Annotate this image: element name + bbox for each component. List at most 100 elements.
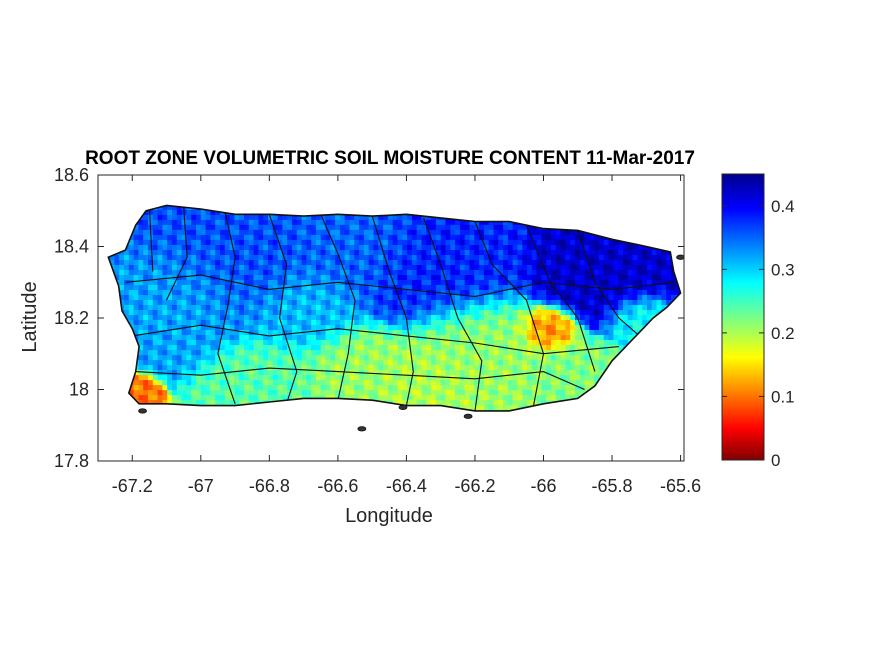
moisture-cell bbox=[272, 349, 279, 356]
moisture-cell bbox=[623, 329, 629, 335]
moisture-cell bbox=[268, 219, 274, 225]
moisture-cell bbox=[503, 309, 509, 315]
moisture-cell bbox=[493, 374, 499, 381]
moisture-cell bbox=[215, 219, 221, 225]
moisture-cell bbox=[584, 379, 590, 386]
moisture-cell bbox=[445, 304, 451, 310]
moisture-cell bbox=[469, 239, 475, 245]
moisture-cell bbox=[474, 229, 480, 235]
moisture-cell bbox=[397, 324, 403, 330]
moisture-cell bbox=[239, 269, 245, 275]
moisture-cell bbox=[325, 324, 331, 330]
moisture-cell bbox=[469, 389, 475, 396]
moisture-cell bbox=[354, 299, 360, 305]
moisture-cell bbox=[503, 244, 509, 250]
moisture-cell bbox=[268, 364, 274, 371]
moisture-cell bbox=[320, 349, 327, 356]
moisture-cell bbox=[349, 219, 355, 225]
moisture-cell bbox=[272, 394, 279, 401]
moisture-cell bbox=[469, 364, 475, 371]
moisture-cell bbox=[363, 314, 370, 320]
moisture-cell bbox=[220, 309, 226, 315]
moisture-cell bbox=[253, 314, 259, 320]
moisture-cell bbox=[474, 329, 480, 335]
moisture-cell bbox=[330, 359, 336, 366]
moisture-cell bbox=[224, 299, 231, 305]
moisture-cell bbox=[181, 379, 187, 386]
moisture-cell bbox=[268, 324, 274, 330]
moisture-cell bbox=[623, 339, 629, 346]
moisture-cell bbox=[176, 309, 183, 315]
moisture-cell bbox=[579, 269, 586, 275]
moisture-cell bbox=[440, 279, 447, 285]
moisture-cell bbox=[464, 239, 471, 245]
moisture-cell bbox=[253, 329, 259, 335]
moisture-cell bbox=[330, 389, 336, 396]
moisture-cell bbox=[383, 309, 389, 315]
moisture-cell bbox=[531, 249, 538, 255]
moisture-cell bbox=[196, 364, 202, 371]
moisture-cell bbox=[200, 254, 207, 260]
moisture-cell bbox=[258, 279, 264, 285]
moisture-cell bbox=[411, 314, 418, 320]
moisture-cell bbox=[272, 269, 279, 275]
moisture-cell bbox=[541, 249, 547, 255]
moisture-cell bbox=[474, 314, 480, 320]
moisture-cell bbox=[344, 364, 351, 371]
moisture-cell bbox=[311, 264, 317, 270]
moisture-cell bbox=[363, 244, 370, 250]
moisture-cell bbox=[186, 244, 192, 250]
moisture-cell bbox=[268, 274, 274, 280]
moisture-cell bbox=[613, 249, 619, 255]
moisture-cell bbox=[224, 244, 231, 250]
moisture-cell bbox=[579, 389, 586, 396]
moisture-cell bbox=[373, 374, 379, 381]
moisture-cell bbox=[565, 329, 571, 335]
moisture-cell bbox=[416, 219, 423, 225]
moisture-cell bbox=[488, 239, 495, 245]
moisture-cell bbox=[474, 289, 480, 295]
moisture-cell bbox=[186, 329, 192, 335]
moisture-cell bbox=[172, 264, 178, 270]
moisture-cell bbox=[311, 329, 317, 335]
moisture-cell bbox=[239, 304, 245, 310]
moisture-cell bbox=[272, 219, 279, 225]
moisture-cell bbox=[330, 264, 336, 270]
moisture-cell bbox=[263, 259, 269, 265]
moisture-cell bbox=[335, 354, 341, 361]
moisture-cell bbox=[176, 319, 183, 325]
moisture-cell bbox=[464, 244, 471, 250]
moisture-cell bbox=[128, 274, 135, 280]
moisture-cell bbox=[152, 324, 159, 330]
moisture-cell bbox=[474, 294, 480, 300]
moisture-cell bbox=[637, 309, 643, 315]
moisture-cell bbox=[196, 314, 202, 320]
moisture-cell bbox=[421, 264, 427, 270]
moisture-cell bbox=[287, 364, 293, 371]
moisture-cell bbox=[594, 239, 600, 245]
moisture-cell bbox=[498, 309, 504, 315]
moisture-cell bbox=[483, 259, 490, 265]
moisture-cell bbox=[618, 254, 624, 260]
moisture-cell bbox=[359, 379, 365, 386]
moisture-cell bbox=[162, 224, 168, 230]
moisture-cell bbox=[152, 229, 159, 235]
moisture-cell bbox=[311, 259, 317, 265]
moisture-cell bbox=[224, 294, 231, 300]
moisture-cell bbox=[421, 304, 427, 310]
moisture-cell bbox=[450, 274, 456, 280]
moisture-cell bbox=[498, 294, 504, 300]
moisture-cell bbox=[570, 384, 576, 391]
moisture-cell bbox=[416, 279, 423, 285]
moisture-cell bbox=[455, 249, 461, 255]
moisture-cell bbox=[551, 379, 557, 386]
moisture-cell bbox=[282, 229, 288, 235]
moisture-cell bbox=[402, 329, 408, 335]
moisture-cell bbox=[176, 314, 183, 320]
moisture-cell bbox=[224, 279, 231, 285]
moisture-cell bbox=[642, 309, 648, 315]
moisture-cell bbox=[392, 349, 399, 356]
moisture-cell bbox=[387, 289, 394, 295]
moisture-cell bbox=[181, 374, 187, 381]
moisture-cell bbox=[196, 334, 202, 340]
